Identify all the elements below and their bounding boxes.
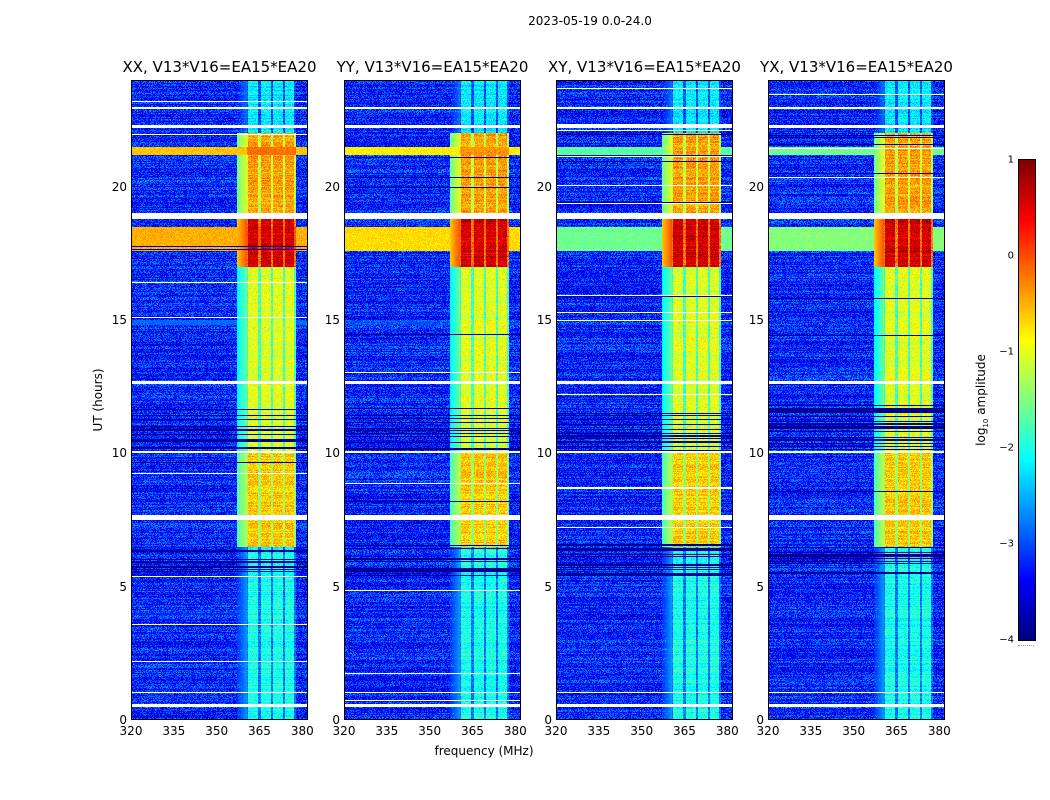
x-tick-label: 380 [927,724,951,738]
y-tick-label: 0 [756,713,764,727]
y-tick-label: 20 [324,179,340,194]
y-tick-label: 10 [324,446,340,461]
colorbar-tick-label: −3 [999,538,1014,550]
y-tick-label: 15 [536,313,552,327]
colorbar [1019,160,1035,640]
y-tick-label: 15 [324,313,340,327]
y-tick-label: 10 [111,446,127,461]
y-tick-label: 5 [756,579,764,594]
colorbar-tick-label: −1 [999,346,1014,358]
x-tick-label: 320 [332,724,356,738]
x-tick-label: 365 [885,724,908,738]
spectrogram-xy [556,80,733,720]
x-tick-label: 335 [587,724,611,738]
y-tick-label: 15 [111,313,127,327]
colorbar-tick-label: 1 [1007,154,1014,166]
x-axis-label: frequency (MHz) [434,744,534,758]
x-tick-label: 350 [842,724,866,738]
x-tick-label: 350 [630,724,654,738]
colorbar-label-rest: amplitude [973,354,988,419]
x-tick-label: 335 [162,724,186,738]
colorbar-extension-marker [1018,645,1034,646]
x-tick-label: 335 [799,724,823,738]
colorbar-tick-label: 0 [1007,250,1014,262]
y-tick-label: 15 [748,313,764,327]
colorbar-tick-label: −4 [999,634,1014,646]
spectrogram-xx [131,80,308,720]
y-tick-label: 5 [332,579,340,594]
x-tick-label: 320 [119,724,143,738]
x-tick-label: 365 [673,724,696,738]
y-tick-label: 20 [748,179,764,194]
panel-title-xy: XY, V13*V16=EA15*EA20 [548,58,741,76]
panel-title-yy: YY, V13*V16=EA15*EA20 [336,58,529,76]
spectrogram-yx [768,80,945,720]
y-tick-label: 10 [748,446,764,461]
panel-title-yx: YX, V13*V16=EA15*EA20 [760,58,953,76]
colorbar-label-log: log [973,427,988,446]
y-tick-label: 5 [119,579,127,594]
y-tick-label: 10 [536,446,552,461]
x-tick-label: 350 [418,724,442,738]
x-tick-label: 365 [248,724,271,738]
x-tick-label: 380 [715,724,739,738]
x-tick-label: 380 [290,724,314,738]
figure-suptitle: 2023-05-19 0.0-24.0 [528,14,652,28]
y-tick-label: 0 [332,713,340,727]
x-tick-label: 320 [756,724,780,738]
x-tick-label: 320 [544,724,568,738]
y-tick-label: 0 [119,713,127,727]
y-tick-label: 20 [536,179,552,194]
y-tick-label: 0 [544,713,552,727]
x-tick-label: 350 [205,724,229,738]
colorbar-label: log10 amplitude [974,354,990,446]
x-tick-label: 365 [461,724,484,738]
y-tick-label: 5 [544,579,552,594]
y-axis-label: UT (hours) [91,368,105,432]
x-tick-label: 335 [375,724,399,738]
panel-title-xx: XX, V13*V16=EA15*EA20 [122,58,317,76]
spectrogram-yy [344,80,521,720]
colorbar-label-base: 10 [982,418,991,428]
y-tick-label: 20 [111,179,127,194]
x-tick-label: 380 [503,724,527,738]
colorbar-tick-label: −2 [999,442,1014,454]
